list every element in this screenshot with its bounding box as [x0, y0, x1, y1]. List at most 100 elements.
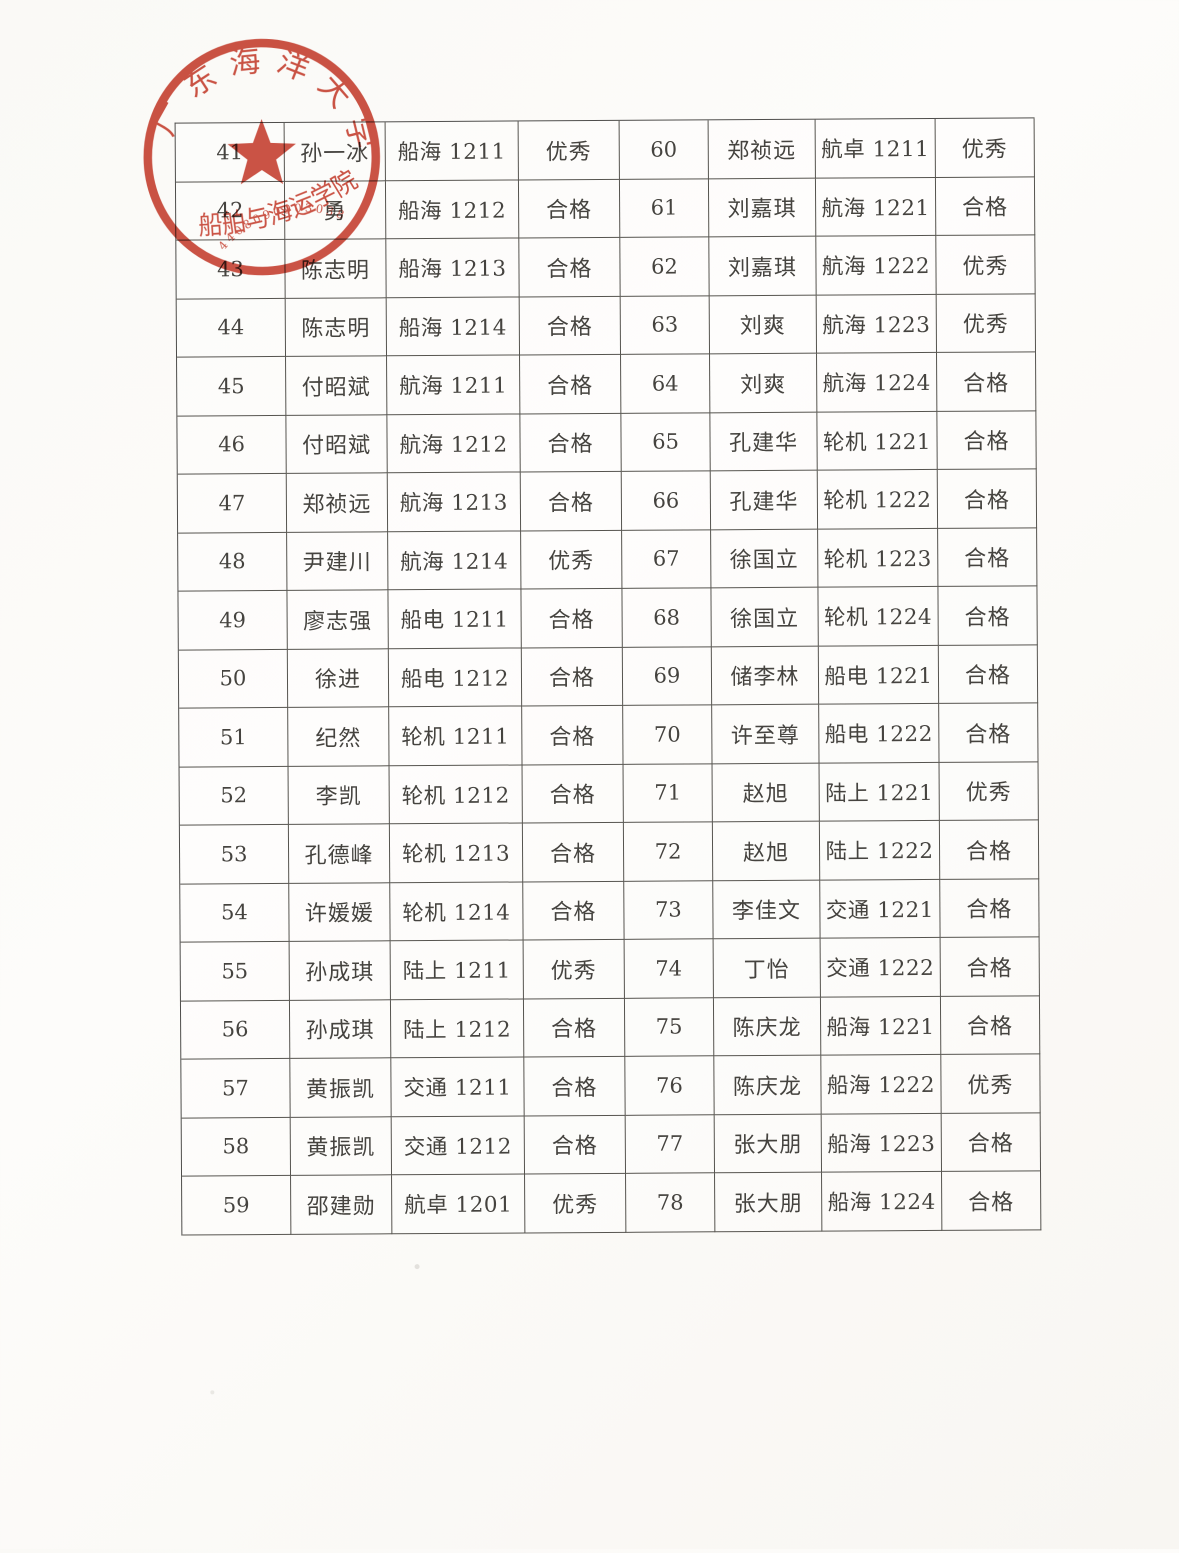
person-name-cell: 刘嘉琪 — [708, 178, 817, 238]
grade-cell: 合格 — [520, 354, 622, 414]
row-number-cell: 66 — [621, 471, 712, 531]
grade-cell: 合格 — [938, 527, 1038, 587]
grade-cell: 合格 — [522, 764, 624, 824]
person-name-cell: 孙成琪 — [289, 999, 392, 1059]
grade-cell: 优秀 — [521, 530, 623, 590]
class-name-cell: 船电 1222 — [819, 703, 940, 764]
row-number-cell: 71 — [623, 763, 713, 823]
person-name-cell: 郑祯远 — [708, 119, 816, 179]
class-name-cell: 轮机 1214 — [390, 881, 524, 942]
person-name-cell: 李凯 — [288, 765, 390, 825]
grade-cell: 合格 — [939, 703, 1039, 763]
grade-cell: 合格 — [522, 705, 624, 765]
class-name-cell: 船海 1211 — [385, 121, 519, 181]
row-number-cell: 69 — [622, 646, 713, 706]
class-name-cell: 航海 1212 — [387, 413, 521, 474]
person-name-cell: 许至尊 — [712, 704, 820, 764]
person-name-cell: 孔建华 — [710, 470, 819, 530]
row-number-cell: 62 — [620, 237, 710, 297]
class-name-cell: 船电 1212 — [388, 647, 523, 708]
row-number-cell: 49 — [178, 590, 288, 651]
person-name-cell: 赵旭 — [712, 821, 821, 881]
class-name-cell: 陆上 1211 — [390, 940, 524, 1000]
person-name-cell: 张大朋 — [715, 1172, 823, 1232]
class-name-cell: 轮机 1222 — [817, 469, 939, 530]
grade-cell: 合格 — [938, 586, 1038, 646]
row-number-cell: 50 — [178, 649, 289, 709]
row-number-cell: 51 — [179, 707, 289, 768]
person-name-cell: 丁怡 — [713, 938, 821, 998]
grade-cell: 合格 — [519, 237, 621, 297]
grade-cell: 合格 — [521, 647, 624, 707]
person-name-cell: 储李林 — [711, 646, 820, 706]
person-name-cell: 孔德峰 — [288, 824, 391, 884]
row-number-cell: 74 — [624, 939, 714, 999]
row-number-cell: 52 — [179, 766, 289, 826]
row-number-cell: 45 — [177, 356, 287, 417]
grade-cell: 合格 — [518, 179, 621, 239]
row-number-cell: 73 — [624, 880, 714, 940]
class-name-cell: 交通 1212 — [391, 1115, 526, 1176]
class-name-cell: 轮机 1211 — [389, 706, 523, 766]
class-name-cell: 航海 1211 — [387, 355, 521, 415]
row-number-cell: 55 — [180, 941, 290, 1002]
class-name-cell: 轮机 1212 — [389, 764, 523, 825]
row-number-cell: 58 — [181, 1117, 292, 1177]
class-name-cell: 交通 1222 — [820, 937, 941, 998]
person-name-cell: 孔建华 — [710, 412, 818, 472]
person-name-cell: 刘爽 — [709, 295, 818, 355]
row-number-cell: 57 — [181, 1058, 291, 1119]
class-name-cell: 船电 1221 — [818, 645, 940, 705]
grade-cell: 合格 — [519, 296, 622, 356]
row-number-cell: 75 — [624, 997, 715, 1057]
row-number-cell: 78 — [626, 1173, 716, 1233]
row-number-cell: 60 — [619, 120, 709, 180]
grade-cell: 合格 — [524, 1115, 627, 1175]
grade-cell: 合格 — [521, 588, 623, 648]
person-name-cell: 纪然 — [288, 707, 390, 767]
class-name-cell: 航海 1221 — [815, 177, 937, 237]
class-name-cell: 陆上 1221 — [819, 762, 940, 822]
grade-cell: 合格 — [939, 820, 1040, 880]
class-name-cell: 轮机 1221 — [817, 411, 938, 471]
person-name-cell: 陈志明 — [285, 297, 388, 357]
seal-ring — [143, 38, 381, 276]
class-name-cell: 船海 1214 — [386, 296, 521, 357]
scan-speck — [210, 1390, 215, 1395]
person-name-cell: 黄振凯 — [290, 1116, 393, 1176]
class-name-cell: 航卓 1211 — [815, 118, 936, 179]
class-name-cell: 交通 1211 — [391, 1057, 525, 1117]
row-number-cell: 67 — [622, 529, 712, 589]
row-number-cell: 63 — [620, 295, 711, 355]
row-number-cell: 56 — [180, 1000, 291, 1060]
person-name-cell: 孙成琪 — [289, 941, 391, 1001]
class-name-cell: 航海 1222 — [816, 235, 937, 296]
class-name-cell: 轮机 1223 — [818, 528, 939, 588]
grade-cell: 合格 — [523, 881, 625, 941]
person-name-cell: 徐国立 — [711, 529, 819, 589]
person-name-cell: 陈庆龙 — [714, 1055, 822, 1115]
person-name-cell: 许媛媛 — [289, 882, 391, 942]
class-name-cell: 轮机 1213 — [389, 823, 524, 883]
person-name-cell: 张大朋 — [714, 1114, 823, 1174]
grade-table: 41 孙一冰 船海 1211 优秀 60 郑祯远 航卓 1211 优秀 42 勇… — [174, 117, 1042, 1236]
person-name-cell: 郑祯远 — [286, 473, 389, 533]
grade-cell: 合格 — [520, 471, 623, 531]
grade-cell: 优秀 — [936, 293, 1037, 353]
grade-cell: 合格 — [938, 644, 1039, 704]
class-name-cell: 交通 1221 — [820, 879, 941, 939]
grade-cell: 合格 — [940, 878, 1040, 938]
grade-cell: 合格 — [937, 410, 1037, 470]
row-number-cell: 61 — [619, 178, 710, 238]
person-name-cell: 刘嘉琪 — [709, 236, 817, 296]
row-number-cell: 68 — [622, 588, 712, 648]
grade-cell: 合格 — [522, 822, 625, 882]
class-name-cell: 船海 1223 — [821, 1113, 943, 1173]
grade-cell: 合格 — [937, 469, 1038, 529]
row-number-cell: 46 — [177, 415, 287, 475]
row-number-cell: 72 — [623, 822, 714, 882]
class-name-cell: 轮机 1224 — [818, 586, 939, 647]
grade-cell: 优秀 — [941, 1054, 1041, 1114]
scan-speck — [414, 1264, 420, 1270]
